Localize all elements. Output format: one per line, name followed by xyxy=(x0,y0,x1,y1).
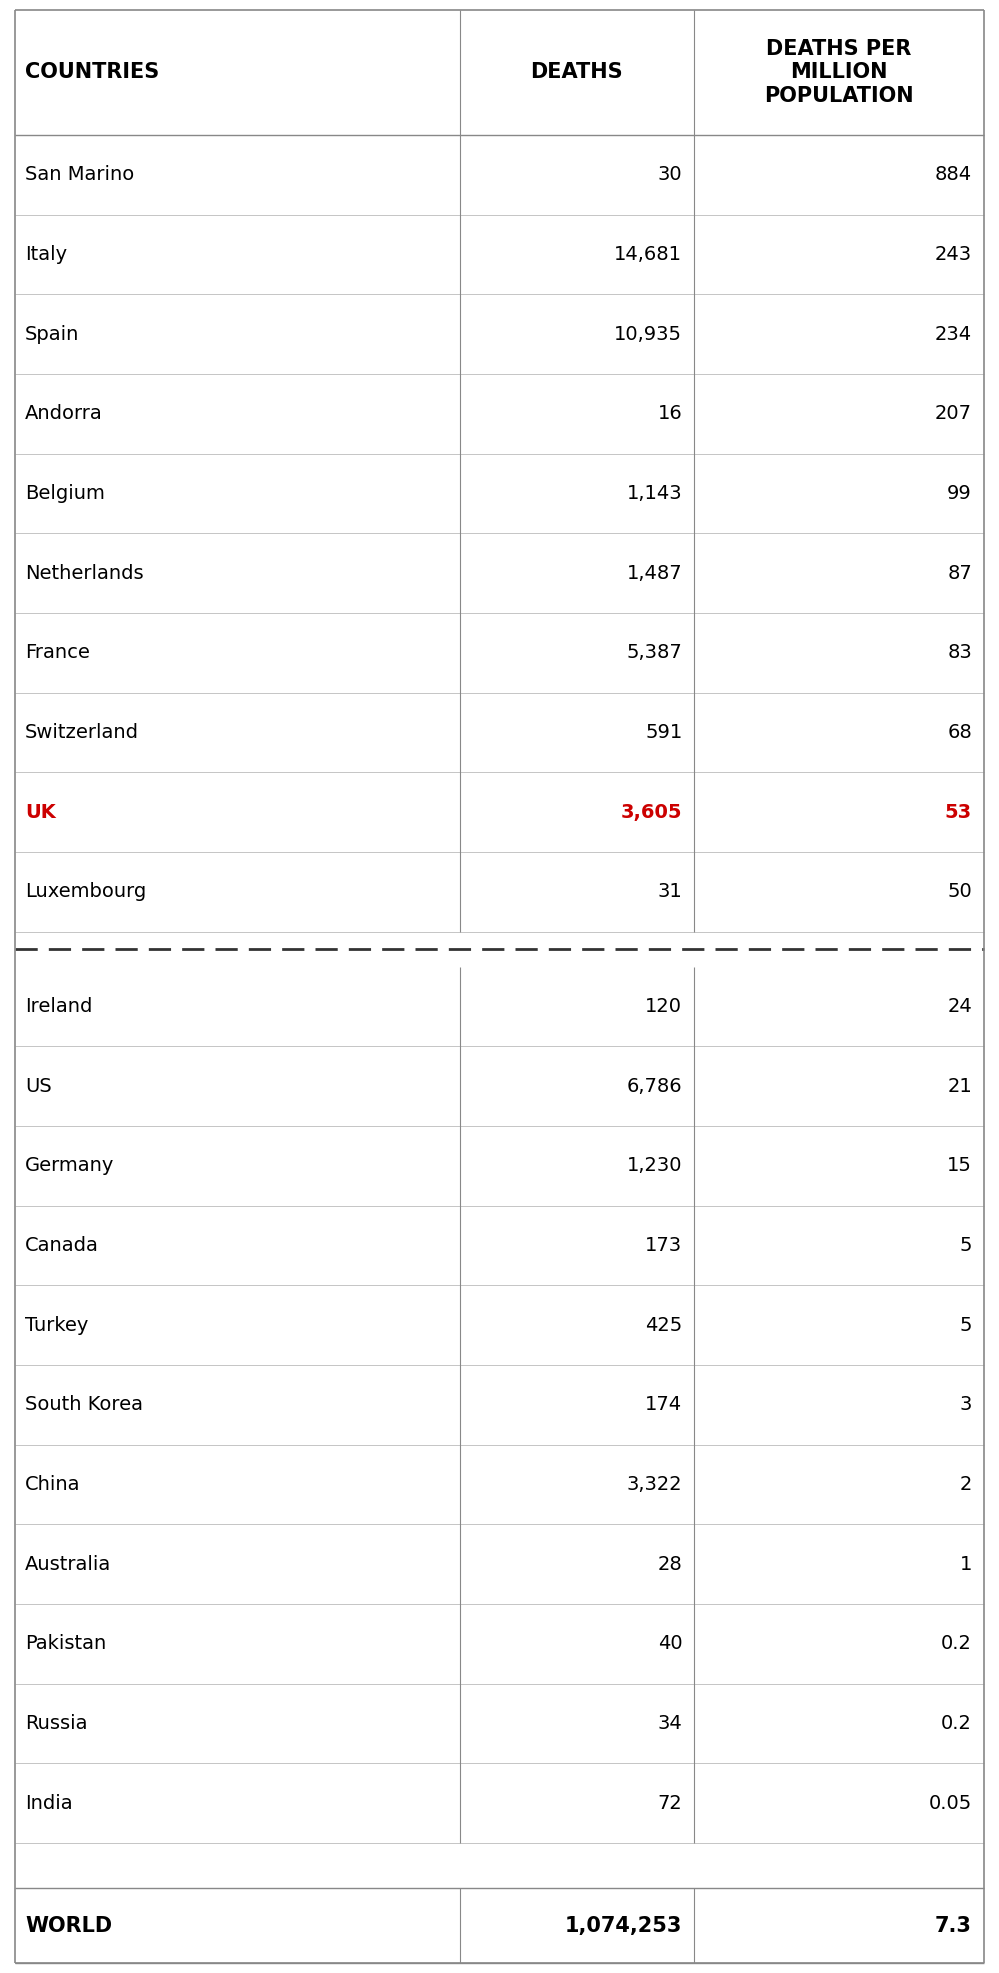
Text: 31: 31 xyxy=(657,882,682,902)
Text: 591: 591 xyxy=(645,722,682,742)
Text: 28: 28 xyxy=(657,1555,682,1574)
Text: 207: 207 xyxy=(935,404,972,424)
Text: 24: 24 xyxy=(947,996,972,1016)
Text: 15: 15 xyxy=(947,1156,972,1176)
Text: Andorra: Andorra xyxy=(25,404,103,424)
Text: 10,935: 10,935 xyxy=(614,326,682,343)
Text: 30: 30 xyxy=(657,166,682,183)
Text: Pakistan: Pakistan xyxy=(25,1634,106,1653)
Text: 884: 884 xyxy=(935,166,972,183)
Text: Germany: Germany xyxy=(25,1156,114,1176)
Text: US: US xyxy=(25,1077,52,1095)
Text: 1,143: 1,143 xyxy=(626,483,682,503)
Text: Russia: Russia xyxy=(25,1715,88,1732)
Text: 3,322: 3,322 xyxy=(626,1476,682,1494)
Text: 7.3: 7.3 xyxy=(935,1916,972,1936)
Text: Turkey: Turkey xyxy=(25,1316,88,1334)
Text: 243: 243 xyxy=(935,245,972,264)
Text: WORLD: WORLD xyxy=(25,1916,112,1936)
Text: 234: 234 xyxy=(935,326,972,343)
Text: 1,487: 1,487 xyxy=(626,564,682,582)
Text: 68: 68 xyxy=(947,722,972,742)
Text: Luxembourg: Luxembourg xyxy=(25,882,146,902)
Text: 83: 83 xyxy=(947,643,972,663)
Text: Canada: Canada xyxy=(25,1235,99,1255)
Text: 2: 2 xyxy=(960,1476,972,1494)
Text: DEATHS: DEATHS xyxy=(530,63,623,83)
Text: Ireland: Ireland xyxy=(25,996,92,1016)
Text: South Korea: South Korea xyxy=(25,1395,143,1415)
Text: 5,387: 5,387 xyxy=(626,643,682,663)
Text: 50: 50 xyxy=(947,882,972,902)
Text: 16: 16 xyxy=(657,404,682,424)
Text: 3,605: 3,605 xyxy=(620,803,682,821)
Text: Belgium: Belgium xyxy=(25,483,105,503)
Text: Australia: Australia xyxy=(25,1555,111,1574)
Text: France: France xyxy=(25,643,90,663)
Text: 173: 173 xyxy=(645,1235,682,1255)
Text: 1,230: 1,230 xyxy=(626,1156,682,1176)
Text: Spain: Spain xyxy=(25,326,79,343)
Text: 174: 174 xyxy=(645,1395,682,1415)
Text: 1,074,253: 1,074,253 xyxy=(564,1916,682,1936)
Text: 40: 40 xyxy=(657,1634,682,1653)
Text: 3: 3 xyxy=(960,1395,972,1415)
Text: 87: 87 xyxy=(947,564,972,582)
Text: San Marino: San Marino xyxy=(25,166,134,183)
Text: COUNTRIES: COUNTRIES xyxy=(25,63,159,83)
Text: 0.05: 0.05 xyxy=(929,1793,972,1813)
Text: Switzerland: Switzerland xyxy=(25,722,139,742)
Text: 425: 425 xyxy=(645,1316,682,1334)
Text: 21: 21 xyxy=(947,1077,972,1095)
Text: 5: 5 xyxy=(959,1235,972,1255)
Text: 5: 5 xyxy=(959,1316,972,1334)
Text: 99: 99 xyxy=(947,483,972,503)
Text: Italy: Italy xyxy=(25,245,67,264)
Text: 53: 53 xyxy=(945,803,972,821)
Text: 0.2: 0.2 xyxy=(941,1715,972,1732)
Text: 1: 1 xyxy=(960,1555,972,1574)
Text: UK: UK xyxy=(25,803,56,821)
Text: India: India xyxy=(25,1793,73,1813)
Text: 14,681: 14,681 xyxy=(614,245,682,264)
Text: 34: 34 xyxy=(657,1715,682,1732)
Text: DEATHS PER
MILLION
POPULATION: DEATHS PER MILLION POPULATION xyxy=(764,39,914,107)
Text: 120: 120 xyxy=(645,996,682,1016)
Text: 72: 72 xyxy=(657,1793,682,1813)
Text: Netherlands: Netherlands xyxy=(25,564,144,582)
Text: 6,786: 6,786 xyxy=(626,1077,682,1095)
Text: China: China xyxy=(25,1476,81,1494)
Text: 0.2: 0.2 xyxy=(941,1634,972,1653)
